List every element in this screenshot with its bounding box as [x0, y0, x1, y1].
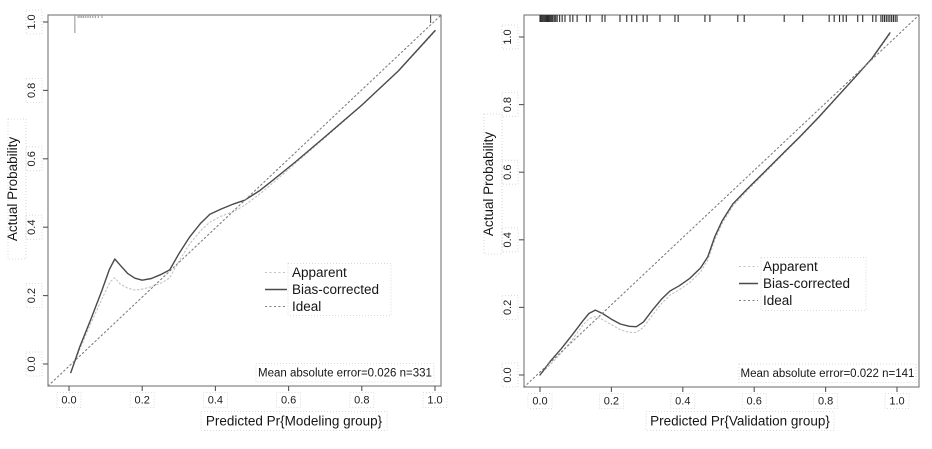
y-tick-label: 0.6: [502, 165, 514, 180]
legend-ideal-label: Ideal: [292, 299, 321, 314]
y-tick-label-box: [501, 159, 519, 185]
legend-box: [287, 263, 392, 316]
y-tick-label-box: [501, 362, 519, 388]
x-tick-label-box: [741, 393, 767, 409]
mean-absolute-error-box: [255, 363, 435, 383]
x-tick-label-box: [349, 392, 375, 408]
ideal-curve: [523, 14, 920, 388]
y-tick-label-box: [25, 9, 43, 35]
mean-absolute-error-box: [738, 363, 917, 383]
plot-box: [47, 14, 442, 387]
bias-corrected-curve: [539, 32, 891, 376]
x-tick-label-box: [422, 392, 448, 408]
y-tick-label: 0.2: [26, 288, 38, 303]
left-panel-overlay: Predicted Pr{Modeling group} Actual Prob…: [5, 118, 435, 431]
y-tick-label-box: [501, 92, 519, 117]
x-tick-label-box: [527, 393, 553, 409]
x-tick-label: 0.8: [818, 396, 833, 408]
y-tick-label-box: [25, 214, 43, 240]
x-tick-label: 0.0: [61, 395, 76, 407]
x-axis-label-box: [645, 411, 835, 431]
x-tick-label-box: [202, 392, 228, 408]
x-tick-label-box: [129, 392, 155, 408]
y-tick-label-box: [25, 351, 43, 377]
legend-ideal-label: Ideal: [763, 293, 792, 308]
x-tick-label-box: [599, 393, 624, 409]
y-tick-label: 1.0: [502, 29, 514, 44]
x-tick-label: 0.2: [604, 396, 619, 408]
x-tick-label: 0.2: [135, 395, 150, 407]
x-tick-label: 0.6: [281, 395, 296, 407]
x-tick-label: 1.0: [427, 395, 442, 407]
left-panel-dynamic-layer: 0.0 0.2 0.4 0.6 0.8 1.0 0.0 0.2 0.4 0.6 0.8 1.0: [25, 9, 448, 408]
y-tick-label: 1.0: [26, 14, 38, 29]
x-tick-label-box: [276, 392, 302, 408]
right-panel-overlay: Predicted Pr{Validation group} Actual Pr…: [481, 113, 917, 431]
y-axis-label-box: [7, 118, 27, 260]
bias-corrected-curve: [70, 29, 436, 374]
y-tick-label: 0.8: [502, 97, 514, 112]
apparent-curve: [539, 33, 891, 376]
y-tick-label: 0.8: [26, 83, 38, 98]
ideal-curve: [47, 14, 442, 387]
y-tick-label: 0.2: [502, 300, 514, 315]
y-tick-label: 0.6: [26, 151, 38, 166]
y-tick-label: 0.4: [502, 232, 514, 247]
x-axis-label-box: [200, 411, 388, 431]
x-axis-label: Predicted Pr{Validation group}: [650, 414, 830, 429]
y-axis-label-box: [483, 113, 503, 255]
y-tick-label: 0.0: [26, 356, 38, 371]
legend-bias-corrected-label: Bias-corrected: [763, 276, 850, 291]
y-tick-label-box: [501, 24, 519, 50]
y-axis-label: Actual Probability: [5, 137, 20, 242]
y-tick-label-box: [501, 227, 519, 253]
y-tick-label-box: [25, 283, 43, 309]
x-tick-label: 1.0: [889, 396, 904, 408]
y-tick-label-box: [501, 294, 519, 320]
legend: Apparent Bias-corrected Ideal: [739, 257, 867, 311]
y-axis-label: Actual Probability: [481, 132, 496, 237]
x-tick-label: 0.6: [747, 396, 762, 408]
x-tick-label-box: [670, 393, 696, 409]
x-tick-label-box: [884, 393, 910, 409]
apparent-curve: [70, 31, 436, 374]
x-tick-label-box: [813, 393, 838, 409]
x-tick-label: 0.4: [675, 396, 690, 408]
mean-absolute-error-text: Mean absolute error=0.022 n=141: [741, 368, 915, 380]
y-tick-label: 0.0: [502, 367, 514, 382]
x-tick-label: 0.0: [532, 396, 547, 408]
right-panel-dynamic-layer: 0.0 0.2 0.4 0.6 0.8 1.0 0.0 0.2 0.4 0.6 0.8 1.0: [501, 14, 920, 409]
legend-apparent-label: Apparent: [763, 259, 818, 274]
legend-apparent-label: Apparent: [292, 265, 347, 280]
y-tick-label-box: [25, 78, 43, 103]
mean-absolute-error-text: Mean absolute error=0.026 n=331: [258, 368, 432, 380]
x-tick-label: 0.4: [208, 395, 223, 407]
plot-box: [523, 14, 920, 388]
x-tick-label: 0.8: [354, 395, 369, 407]
x-axis-label: Predicted Pr{Modeling group}: [206, 414, 383, 429]
legend: Apparent Bias-corrected Ideal: [265, 263, 392, 316]
x-tick-label-box: [56, 392, 82, 408]
legend-bias-corrected-label: Bias-corrected: [292, 282, 379, 297]
legend-box: [760, 257, 867, 311]
y-tick-label: 0.4: [26, 220, 38, 235]
y-tick-label-box: [25, 146, 43, 172]
